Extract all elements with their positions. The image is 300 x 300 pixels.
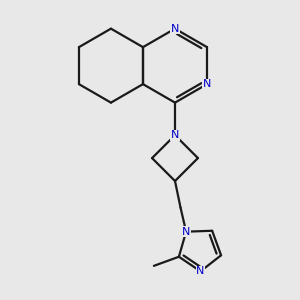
Text: N: N (171, 24, 179, 34)
Text: N: N (196, 266, 205, 276)
Text: N: N (171, 130, 179, 140)
Text: N: N (182, 227, 190, 237)
Text: N: N (203, 79, 211, 89)
